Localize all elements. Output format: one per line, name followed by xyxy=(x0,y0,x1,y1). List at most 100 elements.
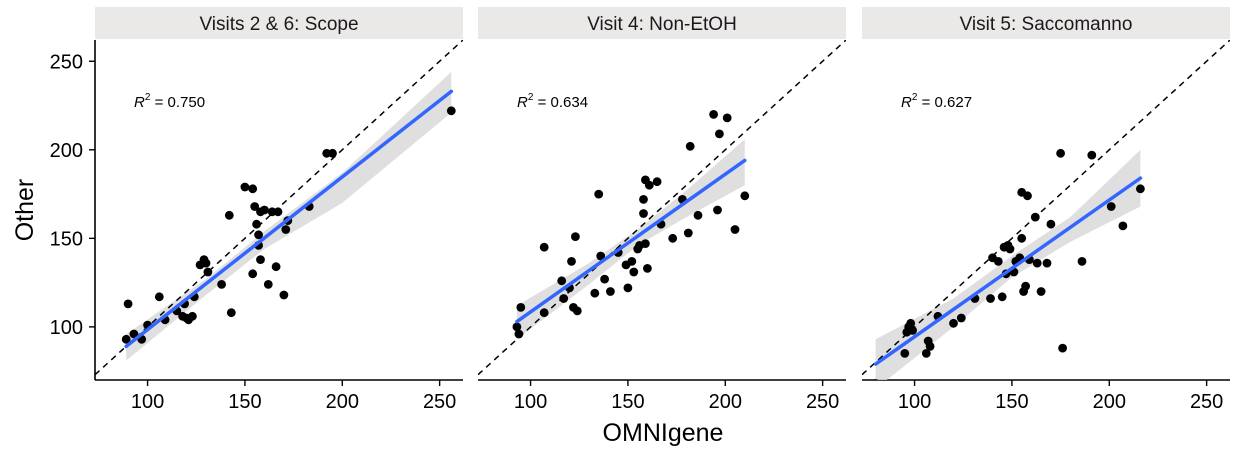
data-point xyxy=(693,210,703,220)
data-point xyxy=(121,334,131,344)
regression-line xyxy=(515,158,747,324)
y-axis-title: Other xyxy=(11,179,39,242)
data-point xyxy=(1058,343,1067,353)
data-point xyxy=(271,262,281,272)
data-point xyxy=(1136,184,1145,194)
facet-strip xyxy=(478,7,846,39)
data-point xyxy=(203,267,213,277)
data-point xyxy=(252,219,261,229)
identity-line xyxy=(862,40,1230,376)
data-point xyxy=(596,251,606,261)
x-tick-label: 250 xyxy=(423,391,456,413)
data-point xyxy=(730,225,740,234)
data-point xyxy=(250,202,260,211)
data-point xyxy=(224,210,234,220)
data-point xyxy=(260,205,269,215)
x-tick-label: 200 xyxy=(1093,391,1126,413)
data-point xyxy=(281,225,291,234)
data-point xyxy=(639,209,648,218)
data-point xyxy=(1017,233,1027,243)
data-point xyxy=(188,311,197,321)
data-point xyxy=(328,148,337,158)
x-tick-label: 100 xyxy=(514,391,547,413)
data-point xyxy=(129,329,139,339)
x-tick-label: 200 xyxy=(326,391,359,413)
data-point xyxy=(590,288,600,298)
data-point xyxy=(1056,148,1065,158)
regression-line xyxy=(124,89,454,349)
data-point xyxy=(154,292,164,302)
x-tick-label: 150 xyxy=(228,391,261,413)
data-point xyxy=(567,257,576,266)
data-point xyxy=(986,294,995,303)
facet-title: Visit 4: Non-EtOH xyxy=(587,14,737,35)
panel-plot-area xyxy=(478,40,846,376)
data-point xyxy=(263,280,273,289)
r-squared-superscript: 2 xyxy=(912,92,918,103)
data-point xyxy=(600,274,609,284)
data-point xyxy=(571,232,580,242)
data-point xyxy=(557,276,567,286)
identity-line xyxy=(478,40,846,376)
r-squared-superscript: 2 xyxy=(145,92,151,103)
data-point xyxy=(709,110,718,119)
data-point xyxy=(1030,212,1040,222)
facet-strip xyxy=(862,7,1230,39)
data-point xyxy=(623,283,633,293)
x-axis-title: OMNIgene xyxy=(603,419,724,447)
data-point xyxy=(1077,257,1087,266)
data-point xyxy=(643,264,652,273)
identity-line xyxy=(95,40,463,376)
data-point xyxy=(226,308,236,318)
y-tick-label: 250 xyxy=(50,51,83,73)
data-point xyxy=(1036,287,1046,296)
r-squared-value: = 0.627 xyxy=(917,94,972,111)
data-point xyxy=(652,177,662,187)
data-point xyxy=(1042,258,1052,268)
panel-plot-area xyxy=(95,40,463,376)
data-point xyxy=(949,318,958,328)
data-point xyxy=(1118,221,1128,231)
data-point xyxy=(921,349,931,358)
data-point xyxy=(1021,281,1030,291)
confidence-band xyxy=(126,71,452,361)
data-point xyxy=(1032,258,1042,268)
data-point xyxy=(872,379,879,380)
r-squared-symbol: R xyxy=(901,94,912,111)
data-point xyxy=(668,233,678,243)
r-squared-symbol: R xyxy=(517,94,528,111)
data-point xyxy=(641,239,650,249)
data-point xyxy=(1106,202,1116,211)
data-point xyxy=(629,267,639,277)
y-tick-label: 150 xyxy=(50,228,83,250)
x-tick-label: 100 xyxy=(898,391,931,413)
data-point xyxy=(606,287,615,296)
facet-title: Visits 2 & 6: Scope xyxy=(199,14,358,35)
data-point xyxy=(512,322,522,332)
data-point xyxy=(908,326,917,335)
data-point xyxy=(900,349,910,358)
confidence-band xyxy=(875,149,1141,380)
data-point xyxy=(925,342,935,351)
data-point xyxy=(1046,219,1056,229)
data-point xyxy=(594,189,604,199)
y-tick-label: 100 xyxy=(50,317,83,339)
x-tick-label: 150 xyxy=(995,391,1028,413)
data-point xyxy=(559,294,569,303)
facet-title: Visit 5: Saccomanno xyxy=(960,14,1133,35)
data-point xyxy=(956,313,966,323)
data-point xyxy=(248,184,258,194)
x-tick-label: 200 xyxy=(709,391,742,413)
data-point xyxy=(273,207,283,217)
data-point xyxy=(1023,191,1032,201)
r-squared-value: = 0.750 xyxy=(150,94,205,111)
r-squared-value: = 0.634 xyxy=(533,94,588,111)
facet-strip xyxy=(95,7,463,39)
x-tick-label: 150 xyxy=(611,391,644,413)
data-point xyxy=(722,113,732,123)
data-point xyxy=(539,242,549,252)
data-point xyxy=(123,299,133,309)
data-point xyxy=(683,228,693,238)
